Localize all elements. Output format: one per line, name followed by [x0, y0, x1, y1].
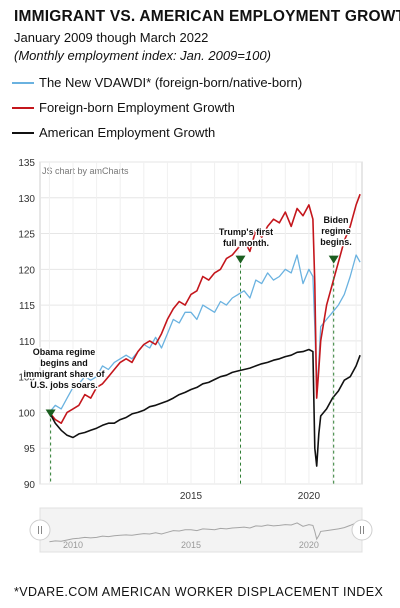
legend-item-vdawdi[interactable]: The New VDAWDI* (foreign-born/native-bor… — [12, 70, 302, 95]
grid-lines — [39, 161, 363, 485]
y-tick-label: 135 — [18, 158, 35, 169]
x-axis-ticks: 2015 2020 — [180, 491, 321, 502]
y-tick-label: 90 — [24, 480, 36, 491]
employment-chart: JS chart by amCharts 90 95 100 105 110 115 120… — [18, 158, 373, 553]
x-tick-label: 2015 — [180, 491, 203, 502]
y-tick-label: 110 — [19, 337, 35, 348]
y-axis-ticks: 90 95 100 105 110 115 120 125 130 135 — [18, 158, 35, 491]
annotation-text: U.S. jobs soars. — [30, 380, 98, 390]
legend-label-foreign-born: Foreign-born Employment Growth — [39, 100, 235, 115]
handle-grip — [29, 519, 51, 541]
navigator-tick-label: 2015 — [181, 540, 201, 550]
handle-grip — [351, 519, 373, 541]
annotation-marker — [328, 255, 339, 264]
annotation-text: begins and — [40, 358, 88, 368]
scroll-navigator[interactable]: 2010 2015 2020 — [29, 507, 373, 553]
y-tick-label: 130 — [18, 194, 35, 205]
annotation-text: Trump's first — [219, 227, 273, 237]
legend-item-american[interactable]: American Employment Growth — [12, 120, 302, 145]
annotation-text: full month. — [223, 238, 269, 248]
legend-swatch-red — [12, 106, 34, 109]
y-tick-label: 95 — [24, 444, 36, 455]
annotation-text: regime — [321, 226, 351, 236]
index-note: (Monthly employment index: Jan. 2009=100… — [14, 48, 271, 63]
navigator-track — [39, 507, 363, 553]
y-tick-label: 125 — [18, 230, 35, 241]
navigator-handle-right[interactable] — [351, 519, 373, 541]
annotation-text: begins. — [320, 237, 352, 247]
footer-note: *VDARE.COM AMERICAN WORKER DISPLACEMENT … — [14, 585, 384, 599]
legend-item-foreign-born[interactable]: Foreign-born Employment Growth — [12, 95, 302, 120]
legend: The New VDAWDI* (foreign-born/native-bor… — [12, 70, 302, 145]
page-title: IMMIGRANT VS. AMERICAN EMPLOYMENT GROWTH — [14, 8, 400, 25]
annotation-text: Obama regime — [33, 347, 96, 357]
y-tick-label: 115 — [19, 301, 35, 312]
navigator-preview-line — [49, 522, 361, 543]
series-line-foreign-born — [48, 193, 361, 425]
navigator-tick-label: 2020 — [299, 540, 319, 550]
date-range-subtitle: January 2009 though March 2022 — [14, 30, 209, 45]
legend-swatch-black — [12, 131, 34, 134]
legend-swatch-blue — [12, 81, 34, 84]
legend-label-vdawdi: The New VDAWDI* (foreign-born/native-bor… — [39, 75, 303, 90]
annotation-text: Biden — [323, 215, 348, 225]
series-lines — [48, 193, 361, 467]
y-tick-label: 100 — [18, 408, 35, 419]
annotation-marker — [235, 255, 246, 264]
y-tick-label: 120 — [18, 265, 35, 276]
series-line-american — [48, 348, 361, 467]
y-tick-label: 105 — [18, 373, 35, 384]
x-tick-label: 2020 — [298, 491, 321, 502]
chart-credit[interactable]: JS chart by amCharts — [42, 166, 129, 176]
navigator-handle-left[interactable] — [29, 519, 51, 541]
annotation-text: immigrant share of — [23, 369, 105, 379]
plot-frame — [39, 161, 363, 485]
annotation-marker — [45, 409, 56, 418]
navigator-tick-label: 2010 — [63, 540, 83, 550]
legend-label-american: American Employment Growth — [39, 125, 216, 140]
